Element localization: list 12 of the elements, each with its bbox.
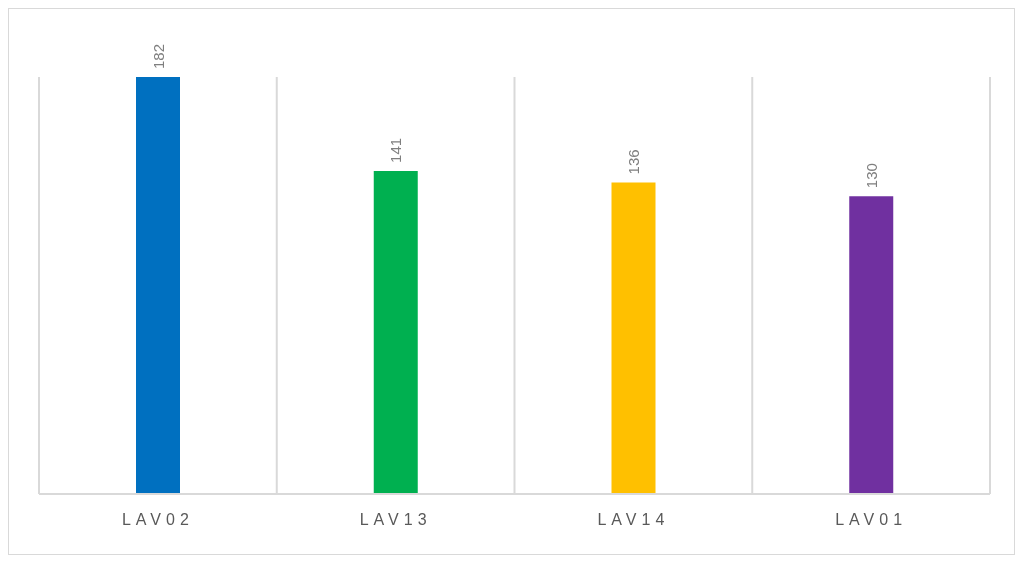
- bar: [849, 196, 894, 494]
- x-tick-label: LAV01: [835, 511, 908, 529]
- bar: [611, 182, 656, 494]
- data-label: 141: [387, 137, 405, 163]
- bar: [373, 170, 418, 494]
- x-tick-label: LAV13: [359, 511, 432, 529]
- bar: [136, 77, 180, 494]
- x-tick-label: LAV02: [121, 511, 194, 529]
- data-label: 136: [625, 149, 642, 175]
- data-label: 182: [149, 43, 167, 69]
- data-label: 130: [862, 163, 880, 189]
- x-tick-label: LAV14: [597, 511, 670, 529]
